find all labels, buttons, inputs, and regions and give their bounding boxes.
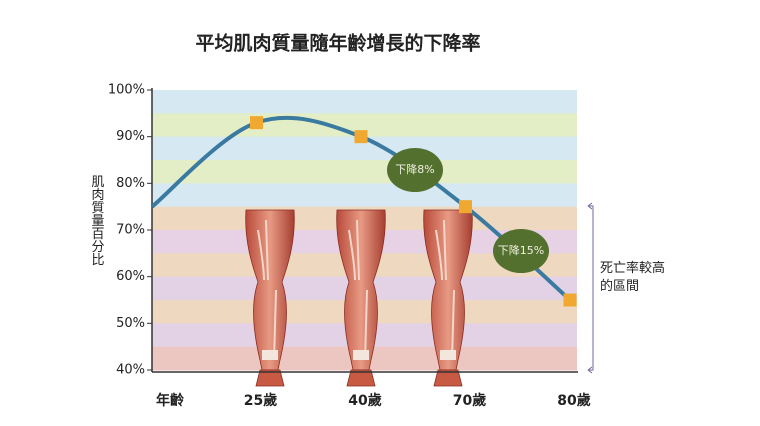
y-tick-label: 100%: [108, 83, 145, 98]
marker: [250, 116, 263, 130]
band: [152, 136, 577, 161]
y-axis-label: 肌肉質量百分比: [89, 175, 105, 267]
band: [152, 183, 577, 208]
y-tick-label: 90%: [116, 129, 145, 144]
leg-illustrations: [244, 209, 474, 387]
x-tick-label: 40歲: [348, 392, 381, 409]
y-tick-label: 70%: [116, 223, 145, 238]
x-tick-label: 70歲: [453, 392, 486, 409]
x-axis-label: 年齡: [156, 392, 184, 409]
region-bracket: [587, 202, 594, 374]
y-tick-label: 80%: [116, 176, 145, 191]
annotation-bubble: [387, 148, 443, 192]
y-tick-label: 60%: [116, 269, 145, 284]
band: [152, 90, 577, 114]
marker: [354, 130, 368, 144]
region-label-box: 死亡率較高的區間: [600, 261, 666, 294]
marker: [459, 200, 472, 214]
region-label: 死亡率較高的區間: [600, 261, 666, 294]
y-tick-label: 40%: [116, 363, 145, 378]
x-tick-label: 25歲: [244, 392, 277, 409]
x-tick-label: 80歲: [557, 392, 590, 409]
annotation: 下降15%: [498, 243, 544, 257]
chart-title: 平均肌肉質量隨年齡增長的下降率: [195, 32, 480, 55]
marker: [563, 293, 577, 307]
y-tick-label: 50%: [116, 316, 145, 331]
band: [152, 160, 577, 184]
annotation: 下降8%: [395, 162, 434, 176]
annotation-bubble: [493, 229, 549, 273]
